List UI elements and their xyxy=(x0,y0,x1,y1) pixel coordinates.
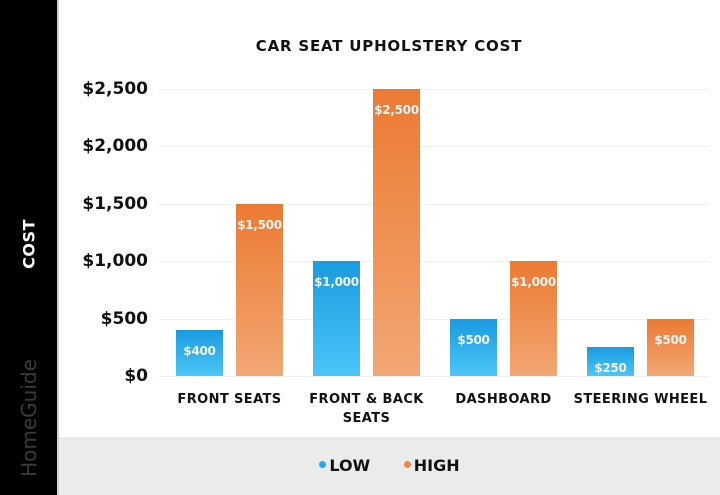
bar-high: $2,500 xyxy=(373,89,420,376)
high-dot-icon xyxy=(403,461,411,468)
bar-high: $1,500 xyxy=(236,204,283,376)
legend-label-low: LOW xyxy=(329,456,371,475)
legend-item-low: LOW xyxy=(319,456,370,475)
y-tick-label: $0 xyxy=(124,366,148,386)
y-tick-label: $2,500 xyxy=(82,79,148,99)
gridline xyxy=(158,146,708,147)
bar-value-label: $1,000 xyxy=(511,275,556,289)
bar-value-label: $2,500 xyxy=(374,103,419,117)
x-category-label: FRONT SEATS xyxy=(177,392,282,407)
bar-low: $400 xyxy=(176,330,223,376)
bar-value-label: $500 xyxy=(457,333,490,347)
bar-high: $1,000 xyxy=(510,261,557,376)
y-tick-label: $2,000 xyxy=(82,136,148,157)
bar-high: $500 xyxy=(647,319,694,376)
y-tick-label: $1,500 xyxy=(82,193,148,214)
x-category-label: STEERING WHEEL xyxy=(573,392,708,407)
bar-value-label: $1,000 xyxy=(314,275,359,289)
bar-low: $250 xyxy=(587,347,634,376)
legend: LOW HIGH xyxy=(59,456,720,475)
legend-band: LOW HIGH xyxy=(59,437,720,495)
low-dot-icon xyxy=(319,461,327,468)
x-category-label: FRONT & BACK SEATS xyxy=(309,392,424,426)
y-tick-label: $1,000 xyxy=(82,251,148,272)
bar-low: $500 xyxy=(450,319,497,376)
bar-value-label: $500 xyxy=(654,333,687,347)
y-tick-label: $500 xyxy=(100,308,148,329)
gridline xyxy=(158,89,708,90)
plot-area: $0 $500 $1,000 $1,500 $2,000 $2,500 $400 $1,500… xyxy=(82,79,708,426)
bar-value-label: $400 xyxy=(183,344,216,358)
sidebar-divider xyxy=(57,0,59,495)
bar-low: $1,000 xyxy=(313,261,360,376)
gridline xyxy=(158,204,708,205)
bar-value-label: $250 xyxy=(594,361,627,375)
chart-title: CAR SEAT UPHOLSTERY COST xyxy=(255,37,523,55)
legend-label-high: HIGH xyxy=(413,456,460,475)
legend-item-high: HIGH xyxy=(403,456,460,475)
sidebar: COST HomeGuide xyxy=(0,0,58,495)
gridline xyxy=(158,319,708,320)
gridline xyxy=(158,261,708,262)
bar-value-label: $1,500 xyxy=(237,218,282,232)
x-category-label: DASHBOARD xyxy=(455,392,552,407)
gridline xyxy=(158,376,708,377)
